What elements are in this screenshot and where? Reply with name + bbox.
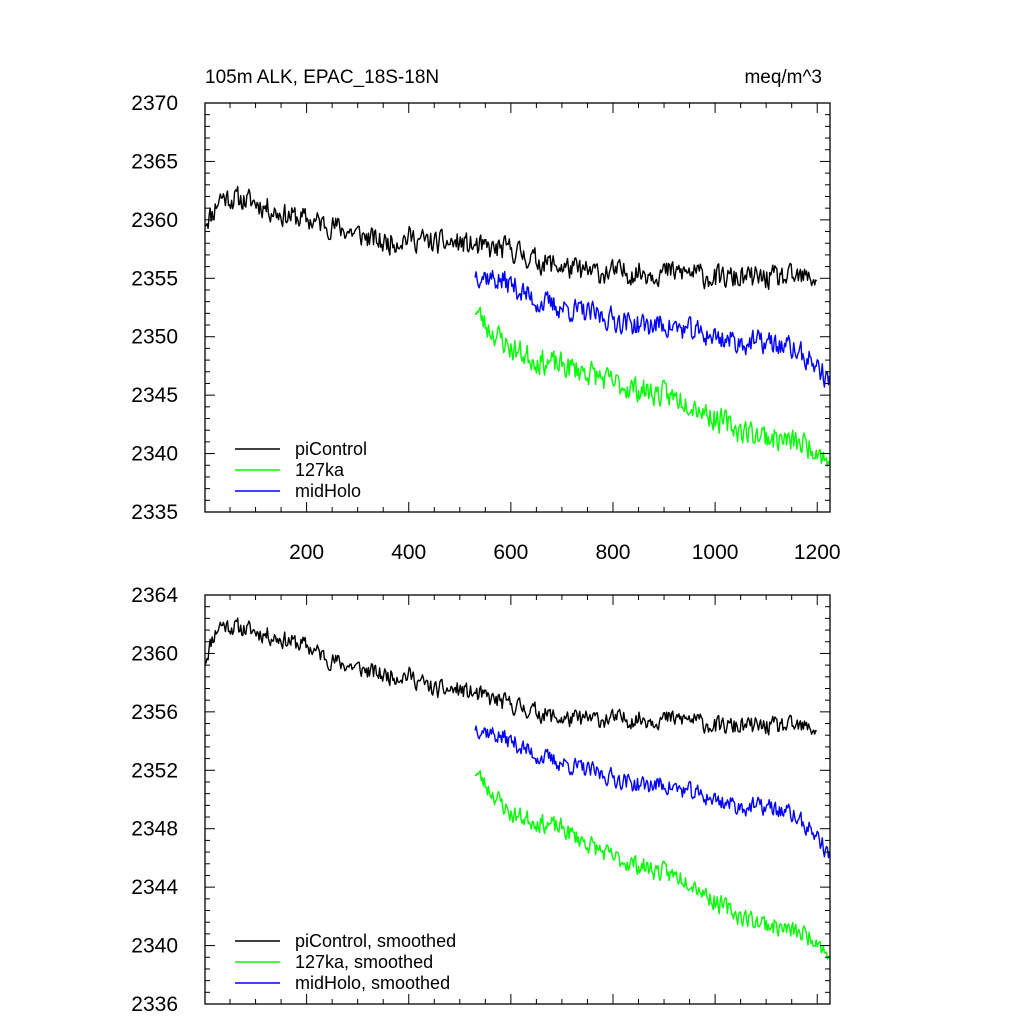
- y-tick-label: 2365: [131, 150, 178, 173]
- x-tick-label: 800: [595, 541, 630, 564]
- y-tick-label: 2345: [131, 384, 178, 407]
- legend-label-midholo: midHolo: [295, 481, 361, 501]
- y-tick-label: 2360: [131, 209, 178, 232]
- legend-label-127ka-smoothed: 127ka, smoothed: [295, 952, 433, 972]
- x-tick-label: 400: [391, 541, 426, 564]
- legend-label-midholo-smoothed: midHolo, smoothed: [295, 973, 450, 993]
- y-tick-label: 2356: [131, 701, 178, 724]
- y-tick-label: 2340: [131, 935, 178, 958]
- top-panel: 2335 2340 2345 2350 2355 2360 2365 2370 200 400 60…: [131, 67, 840, 564]
- y-tick-label: 2350: [131, 326, 178, 349]
- legend-label-127ka: 127ka: [295, 460, 345, 480]
- x-tick-label: 1000: [692, 541, 739, 564]
- y-tick-label: 2355: [131, 267, 178, 290]
- series-line-midholo: [474, 269, 831, 388]
- x-tick-label: 200: [289, 541, 324, 564]
- plot-frame: [204, 594, 831, 1005]
- y-tick-label: 2348: [131, 818, 178, 841]
- plot-frame: [204, 102, 831, 513]
- y-tick-label: 2340: [131, 443, 178, 466]
- series-line-127ka: [474, 306, 831, 467]
- y-tick-label: 2335: [131, 501, 178, 524]
- chart-title: 105m ALK, EPAC_18S-18N: [205, 67, 439, 88]
- y-tick-label: 2364: [131, 584, 178, 607]
- y-tick-label: 2344: [131, 876, 178, 899]
- series-line-midholo-smoothed: [474, 725, 831, 859]
- x-tick-label: 600: [493, 541, 528, 564]
- chart-units: meq/m^3: [744, 67, 822, 88]
- series-line-picontrol-smoothed: [204, 617, 818, 736]
- y-tick-label: 2336: [131, 993, 178, 1016]
- series-line-127ka-smoothed: [474, 770, 831, 960]
- y-tick-label: 2352: [131, 759, 178, 782]
- y-tick-label: 2370: [131, 92, 178, 115]
- bottom-panel: 2336 2340 2344 2348 2352 2356 2360 2364 piContro…: [131, 584, 831, 1016]
- x-tick-label: 1200: [794, 541, 841, 564]
- y-tick-label: 2360: [131, 642, 178, 665]
- legend-label-picontrol-smoothed: piControl, smoothed: [295, 931, 456, 951]
- series-line-picontrol: [204, 185, 818, 290]
- legend-label-picontrol: piControl: [295, 439, 367, 459]
